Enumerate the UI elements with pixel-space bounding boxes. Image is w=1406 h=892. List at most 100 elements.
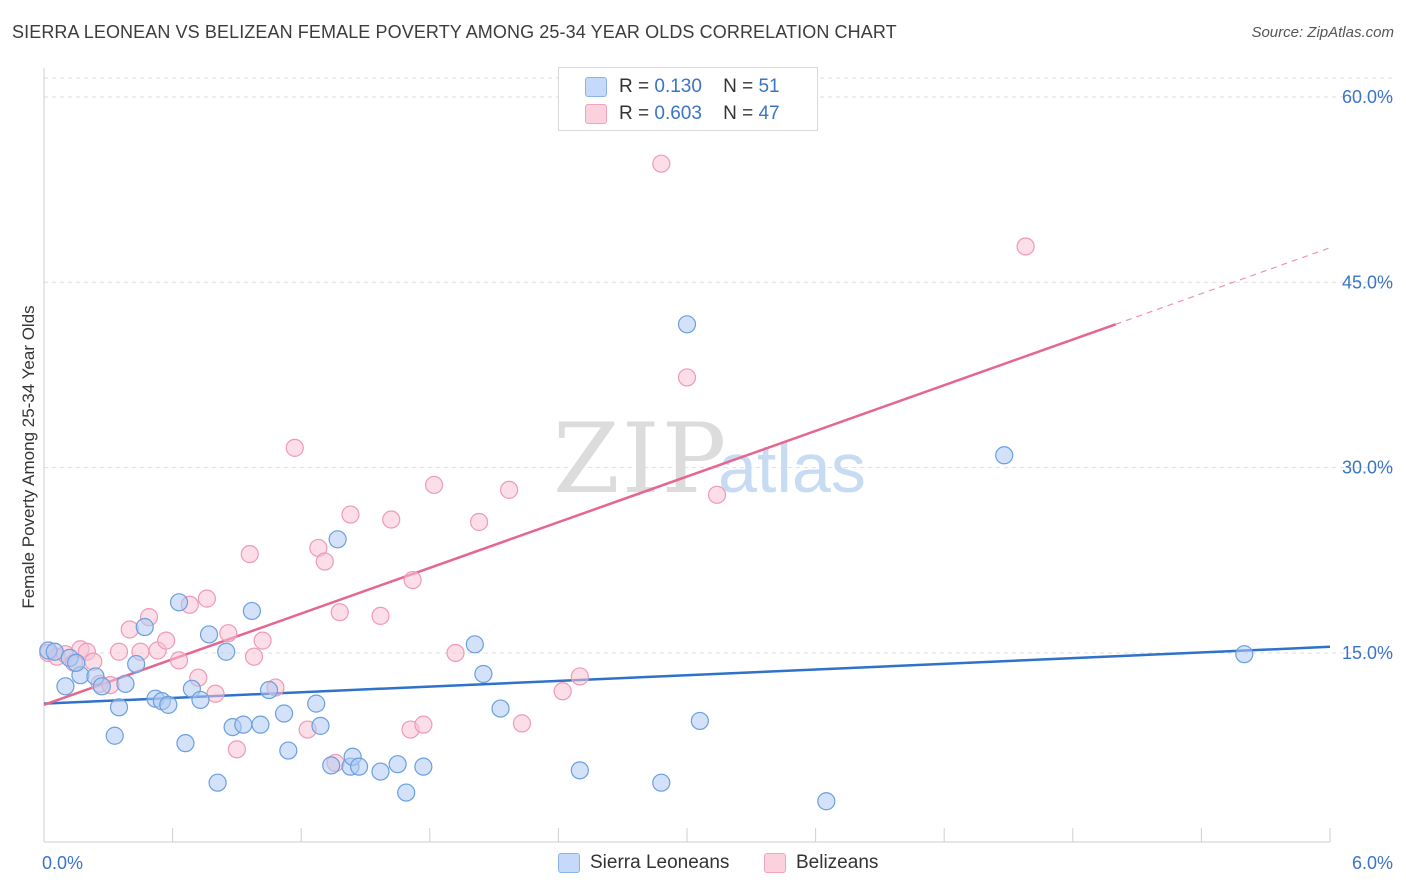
point-belizeans [512, 714, 532, 733]
legend-n-label-pink: N = [723, 103, 754, 124]
point-sierra-leoneans [349, 757, 369, 776]
point-belizeans [169, 651, 189, 670]
y-axis-label: Female Poverty Among 25-34 Year Olds [19, 305, 38, 608]
bottom-legend-swatch-blue [558, 853, 580, 873]
point-sierra-leoneans [274, 704, 294, 723]
point-sierra-leoneans [465, 635, 484, 654]
data-points [39, 154, 1254, 811]
legend-swatch-blue [585, 77, 607, 97]
point-sierra-leoneans [371, 762, 390, 781]
bottom-legend-swatch-pink [764, 853, 786, 873]
point-belizeans [330, 603, 349, 622]
point-sierra-leoneans [311, 716, 330, 735]
point-belizeans [424, 475, 444, 495]
point-sierra-leoneans [92, 677, 111, 696]
legend-n-value-blue: 51 [758, 76, 780, 97]
bottom-legend-label-pink: Belizeans [796, 852, 879, 873]
point-belizeans [219, 624, 238, 643]
axis-labels: 15.0% 30.0% 45.0% 60.0% 0.0% 6.0% Female Pover… [19, 87, 1393, 873]
point-sierra-leoneans [116, 674, 135, 693]
point-belizeans [1016, 237, 1035, 256]
point-sierra-leoneans [414, 757, 433, 776]
legend-n-label-blue: N = [723, 76, 754, 97]
chart-title: SIERRA LEONEAN VS BELIZEAN FEMALE POVERT… [12, 22, 897, 42]
point-sierra-leoneans [388, 755, 407, 774]
point-belizeans [157, 631, 176, 650]
legend-r-label-blue: R = [619, 76, 650, 97]
point-sierra-leoneans [652, 773, 671, 792]
point-belizeans [244, 647, 264, 666]
watermark-zip: ZIP [553, 403, 728, 515]
point-sierra-leoneans [234, 715, 253, 734]
point-belizeans [285, 438, 304, 457]
point-sierra-leoneans [191, 690, 210, 710]
point-sierra-leoneans [491, 699, 510, 718]
point-sierra-leoneans [474, 664, 493, 684]
point-sierra-leoneans [307, 694, 326, 713]
bottom-legend-label-blue: Sierra Leoneans [590, 852, 730, 873]
point-belizeans [197, 589, 216, 608]
point-sierra-leoneans [397, 783, 416, 802]
point-belizeans [240, 545, 259, 564]
legend-r-value-blue: 0.130 [654, 76, 702, 97]
point-sierra-leoneans [105, 726, 124, 745]
point-sierra-leoneans [817, 792, 836, 811]
axes [43, 68, 1331, 843]
trend-line-belizeans [43, 323, 1117, 707]
point-sierra-leoneans [251, 715, 270, 734]
legend-swatch-pink [585, 104, 607, 124]
point-belizeans [341, 505, 360, 524]
point-belizeans [109, 642, 129, 661]
point-belizeans [403, 570, 422, 590]
point-belizeans [253, 631, 272, 650]
point-sierra-leoneans [1235, 645, 1254, 664]
source-label: Source: ZipAtlas.com [1251, 24, 1394, 41]
point-sierra-leoneans [109, 698, 129, 717]
legend-n-value-pink: 47 [758, 103, 780, 124]
y-tick-label: 15.0% [1342, 643, 1393, 663]
point-sierra-leoneans [176, 734, 195, 753]
point-belizeans [677, 368, 697, 387]
point-sierra-leoneans [217, 642, 236, 661]
y-tick-label: 30.0% [1342, 458, 1393, 478]
point-sierra-leoneans [259, 680, 279, 700]
point-sierra-leoneans [199, 625, 219, 644]
legend-r-value-pink: 0.603 [654, 103, 702, 124]
trend-line-belizeans-extrapolated [1115, 247, 1331, 325]
point-belizeans [553, 682, 572, 701]
point-belizeans [469, 512, 489, 532]
point-sierra-leoneans [279, 741, 298, 760]
point-belizeans [84, 652, 103, 671]
grid-lines [44, 77, 1394, 654]
point-sierra-leoneans [159, 695, 178, 714]
point-belizeans [227, 740, 246, 759]
point-sierra-leoneans [690, 711, 709, 731]
point-sierra-leoneans [56, 677, 75, 696]
point-sierra-leoneans [328, 530, 347, 549]
point-sierra-leoneans [995, 446, 1014, 465]
y-tick-label: 60.0% [1342, 87, 1393, 107]
point-belizeans [570, 667, 589, 686]
point-belizeans [500, 480, 519, 499]
point-belizeans [707, 485, 727, 504]
legend-r-label-pink: R = [619, 103, 650, 124]
point-belizeans [652, 154, 671, 173]
point-belizeans [446, 643, 465, 663]
point-sierra-leoneans [242, 601, 262, 621]
point-sierra-leoneans [570, 761, 589, 780]
point-sierra-leoneans [127, 654, 146, 674]
point-sierra-leoneans [208, 773, 227, 792]
watermark-atlas: atlas [718, 429, 866, 507]
correlation-legend: R = 0.130 N = 51 R = 0.603 N = 47 [558, 67, 818, 131]
y-tick-label: 45.0% [1342, 272, 1393, 292]
point-sierra-leoneans [322, 756, 341, 775]
point-sierra-leoneans [169, 593, 189, 612]
point-belizeans [120, 620, 139, 639]
point-belizeans [315, 552, 334, 571]
point-belizeans [414, 715, 433, 734]
point-sierra-leoneans [677, 315, 697, 334]
point-belizeans [382, 510, 401, 529]
x-tick-label-max: 6.0% [1352, 853, 1393, 873]
